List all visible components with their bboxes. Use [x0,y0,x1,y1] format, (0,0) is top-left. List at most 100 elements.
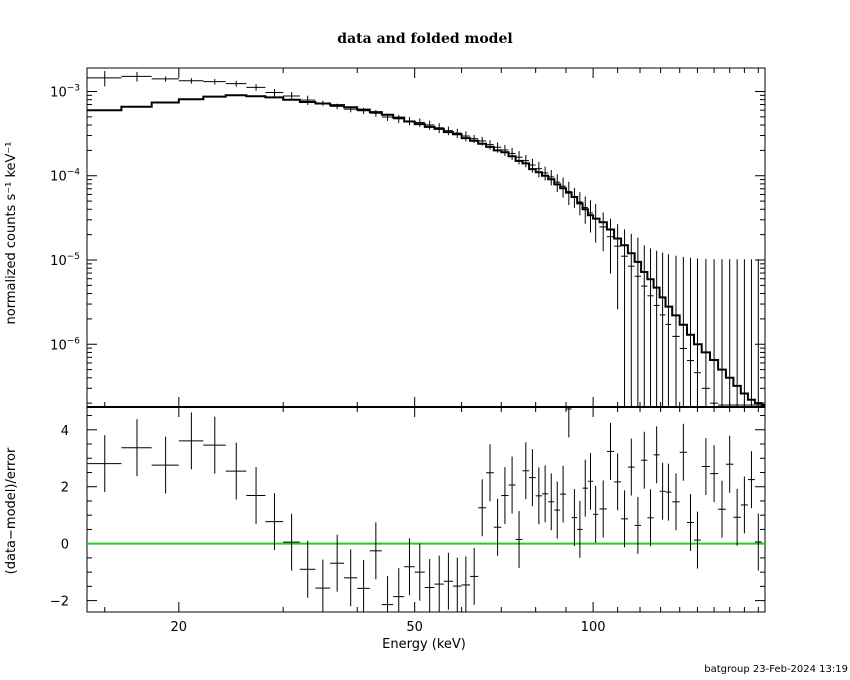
y-tick-label-bottom: 2 [61,481,69,496]
data-point [357,107,370,114]
residual-point [434,555,444,612]
data-point [740,259,748,407]
data-point [725,259,734,407]
y-tick-label-bottom: 4 [61,424,69,439]
residual-point [565,407,572,438]
residual-point [554,481,561,539]
residual-point [265,493,284,551]
data-point [315,100,331,106]
residual-point [718,480,726,538]
residual-point [686,494,695,551]
y-axis-label-bottom: (data−model)/error [4,447,19,574]
data-point [535,161,543,178]
data-point [529,158,536,173]
data-point [599,212,607,252]
data-point [554,174,561,193]
residual-point [542,465,549,523]
data-point [452,128,462,138]
y-tick-label-top: 10−3 [50,83,80,100]
residual-point [593,485,599,543]
residual-point [733,488,741,546]
model-step-line [87,94,765,406]
data-point [587,200,594,233]
data-point [493,142,502,153]
residual-point [452,557,462,612]
y-tick-label-bottom: −2 [50,595,69,610]
residual-point [522,442,530,500]
residual-point [414,543,425,601]
data-point [283,92,300,101]
data-point [653,250,660,407]
data-point [344,106,358,113]
data-point [404,117,415,126]
residual-point [121,419,152,477]
data-point [393,115,405,123]
y-tick-label-top: 10−5 [50,252,80,269]
data-point [647,248,654,407]
residual-point [754,513,762,571]
residual-point [621,490,628,548]
data-point [560,177,566,198]
data-point [665,254,672,407]
y-tick-label-top: 10−6 [50,336,80,353]
residual-panel: 20 50 100 −2 0 2 4 [50,406,766,635]
spectrum-panel: 10−3 10−4 10−5 10−6 [50,67,766,408]
data-point [606,218,615,274]
data-point [225,80,247,87]
residual-point [369,522,382,580]
data-point [151,76,179,82]
data-point [265,88,284,97]
residual-point [461,556,471,612]
data-point [87,71,122,87]
residual-point [587,452,594,510]
residual-point [203,416,226,474]
data-point [515,151,523,165]
data-point [565,181,572,206]
footer-stamp: batgroup 23-Feb-2024 13:19 [704,664,848,675]
data-point [486,140,494,150]
data-point [627,233,635,407]
data-point [701,258,711,407]
residual-point [740,476,748,534]
residual-point [344,549,358,607]
data-point [747,259,755,407]
residual-point [614,453,622,511]
residual-point [647,489,654,547]
data-point [621,229,628,407]
data-point [641,245,648,407]
y-tick-label-top: 10−4 [50,168,80,185]
residual-point [381,576,394,612]
data-point [501,144,509,156]
chart-title: data and folded model [337,31,512,47]
residual-point [470,547,479,605]
x-tick-label: 50 [406,620,423,635]
residual-point [571,489,578,547]
residual-point [424,559,435,612]
residual-point [515,510,523,568]
data-point [733,259,741,407]
residual-point [634,496,642,554]
residual-point [548,473,555,531]
data-point [508,147,516,160]
data-point [461,131,471,142]
residual-point [178,412,204,470]
residual-point [225,442,247,500]
residual-point [560,465,566,523]
residual-point [606,422,615,480]
residual-point [87,435,122,493]
data-point [478,136,487,146]
residual-point [725,435,734,493]
residual-point [701,438,711,495]
data-point [381,113,394,121]
residual-point [627,438,635,496]
data-point [718,259,726,407]
residual-point [747,451,755,509]
residual-point [151,436,179,494]
data-point [582,196,588,224]
data-point [542,166,549,181]
residual-point [672,473,680,531]
data-point [330,103,345,110]
residual-point [653,426,660,484]
data-point [470,134,479,143]
